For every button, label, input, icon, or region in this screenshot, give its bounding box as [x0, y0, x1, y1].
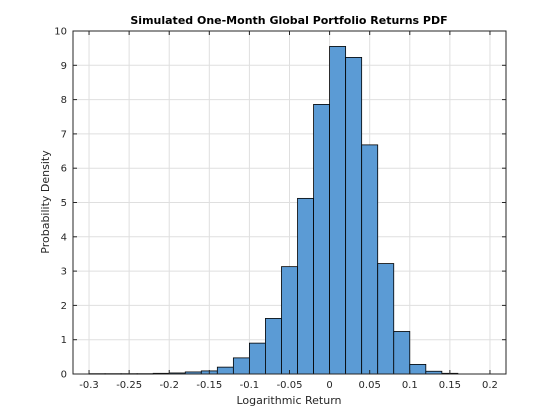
y-tick-label: 8 [61, 95, 67, 106]
histogram-bars [88, 46, 459, 375]
y-tick-label: 5 [61, 198, 67, 209]
x-tick-label: -0.2 [159, 380, 179, 391]
axis-ticks: -0.3 -0.25 -0.2 -0.15 -0.1 -0.05 0 0.05 0.1 0.15 0… [54, 27, 506, 391]
y-tick-label: 6 [61, 164, 67, 175]
histogram-bar [216, 366, 234, 375]
chart-title: Simulated One-Month Global Portfolio Ret… [130, 14, 447, 27]
x-tick-label: 0.2 [482, 380, 498, 391]
y-tick-label: 3 [61, 267, 67, 278]
y-tick-label: 1 [61, 335, 67, 346]
x-tick-label: 0.15 [439, 380, 461, 391]
y-tick-label: 0 [61, 370, 67, 381]
x-tick-label: 0.1 [402, 380, 418, 391]
x-tick-label: 0.05 [359, 380, 381, 391]
y-tick-label: 7 [61, 129, 67, 140]
histogram-bar [361, 144, 379, 375]
histogram-bar [409, 363, 427, 375]
histogram-bar [329, 46, 347, 375]
x-tick-label: -0.15 [196, 380, 222, 391]
y-tick-label: 9 [61, 61, 67, 72]
x-tick-label: 0 [326, 380, 332, 391]
histogram-bar [297, 197, 314, 375]
histogram-bar [393, 331, 411, 375]
x-tick-label: -0.25 [116, 380, 142, 391]
x-tick-label: -0.05 [277, 380, 303, 391]
histogram-bar [265, 318, 282, 375]
histogram-bar [281, 266, 298, 375]
histogram-bar [232, 357, 250, 375]
y-tick-label: 4 [61, 232, 67, 243]
y-tick-label: 10 [54, 27, 67, 38]
histogram-bar [377, 263, 395, 375]
histogram-bar [345, 57, 363, 375]
x-tick-label: -0.3 [79, 380, 99, 391]
x-tick-label: -0.1 [240, 380, 260, 391]
x-axis-label: Logarithmic Return [236, 394, 341, 407]
y-axis-label: Probability Density [39, 150, 52, 254]
y-tick-label: 2 [61, 301, 67, 312]
histogram-bar [249, 342, 266, 375]
histogram-bar [313, 104, 330, 375]
